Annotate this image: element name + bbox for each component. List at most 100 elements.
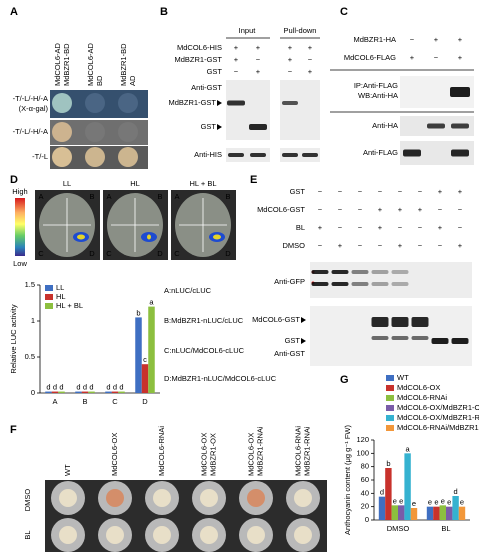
y-tick-label: 60 [361, 475, 369, 484]
colony [52, 147, 72, 167]
bar [404, 453, 411, 520]
column-header: MdCOL6-AD [86, 42, 95, 86]
sign: − [288, 67, 293, 76]
line-header: MdCOL6-OX [199, 433, 208, 476]
luc-signal [77, 234, 85, 240]
panel-label: G [340, 374, 349, 386]
line-header: MdCOL6-OX [246, 433, 255, 476]
treatment-label: DMSO [23, 489, 32, 512]
blot-band [411, 317, 429, 327]
bar [81, 391, 89, 393]
sign: − [438, 241, 443, 250]
x-tick-label: A [52, 397, 57, 406]
quadrant-label: B [89, 192, 94, 201]
y-axis-label: Relative LUC activity [9, 304, 18, 373]
sign: + [318, 223, 323, 232]
y-tick-label: 1 [31, 316, 35, 325]
treatment-label: BL [23, 530, 32, 539]
x-tick-label: D [142, 397, 148, 406]
sign: − [358, 187, 363, 196]
antibody-label: Anti-FLAG [363, 148, 398, 157]
antibody-label: Anti-HA [372, 121, 398, 130]
quadrant-label: A [174, 192, 179, 201]
calli [247, 526, 265, 544]
sign: − [410, 35, 415, 44]
colony [118, 147, 138, 167]
y-tick-label: 20 [361, 502, 369, 511]
blot [280, 148, 320, 162]
sign: + [418, 205, 423, 214]
bar [75, 391, 82, 393]
legend-label: HL [56, 292, 66, 301]
blot-band [282, 153, 298, 157]
significance-letter: e [399, 496, 403, 505]
sign: − [458, 223, 463, 232]
sign: + [458, 187, 463, 196]
quadrant-label: D [89, 249, 95, 258]
sign: + [398, 205, 403, 214]
antibody-label: Anti-GFP [274, 277, 305, 286]
significance-letter: e [460, 498, 464, 507]
colony [118, 93, 138, 113]
bar [439, 505, 446, 520]
panel-label: A [10, 6, 18, 18]
calli [106, 489, 124, 507]
treatment-label: HL [130, 179, 140, 188]
condition-label: MdCOL6-FLAG [344, 53, 396, 62]
bar [88, 391, 95, 393]
quadrant-label: A [38, 192, 43, 201]
blot-band [228, 153, 244, 157]
blot-band [451, 123, 469, 129]
significance-letter: e [441, 496, 445, 505]
sign: − [308, 55, 313, 64]
condition-label: MdBZR1-HA [353, 35, 396, 44]
condition-label: MdCOL6-HIS [177, 43, 222, 52]
calli [247, 489, 265, 507]
legend-label: WT [397, 373, 409, 382]
sign: + [234, 43, 239, 52]
blot-band [311, 282, 329, 286]
quadrant-label: D [225, 249, 231, 258]
bar [105, 391, 112, 393]
significance-letter: b [386, 459, 390, 468]
significance-letter: d [113, 383, 117, 392]
significance-letter: d [76, 383, 80, 392]
bar [378, 496, 386, 520]
column-header: BD [95, 75, 104, 86]
key-label: D:MdBZR1-nLUC/MdCOL6-cLUC [164, 374, 277, 383]
blot [226, 148, 270, 162]
sign: + [434, 35, 439, 44]
blot-band [351, 270, 369, 274]
bar [135, 317, 142, 393]
blot-band [403, 149, 421, 157]
bar [446, 506, 453, 520]
significance-letter: d [454, 487, 458, 496]
calli [200, 526, 218, 544]
antibody-label: IP:Anti-FLAG [354, 81, 398, 90]
panel-label: B [160, 6, 168, 18]
sign: + [458, 241, 463, 250]
bar [426, 506, 434, 520]
row-label: -T/-L/-H/-A [13, 127, 48, 136]
key-label: B:MdBZR1-nLUC/cLUC [164, 316, 244, 325]
calli [153, 526, 171, 544]
condition-label: MdBZR1-GST [174, 55, 222, 64]
blot-band [371, 317, 389, 327]
sign: + [256, 43, 261, 52]
plate-panel [45, 480, 327, 552]
blot [310, 306, 472, 366]
sign: − [358, 223, 363, 232]
bar [148, 306, 155, 393]
colony [85, 93, 105, 113]
line-header: MdCOL6-RNAi [157, 426, 166, 476]
calli [59, 526, 77, 544]
blot-band [250, 153, 266, 157]
blot-band [451, 338, 469, 344]
quadrant-label: C [38, 249, 44, 258]
sign: + [378, 223, 383, 232]
y-tick-label: 0.5 [25, 352, 35, 361]
blot-band [249, 124, 267, 130]
quadrant-label: A [106, 192, 111, 201]
antibody-label: WB:Anti-HA [358, 91, 398, 100]
